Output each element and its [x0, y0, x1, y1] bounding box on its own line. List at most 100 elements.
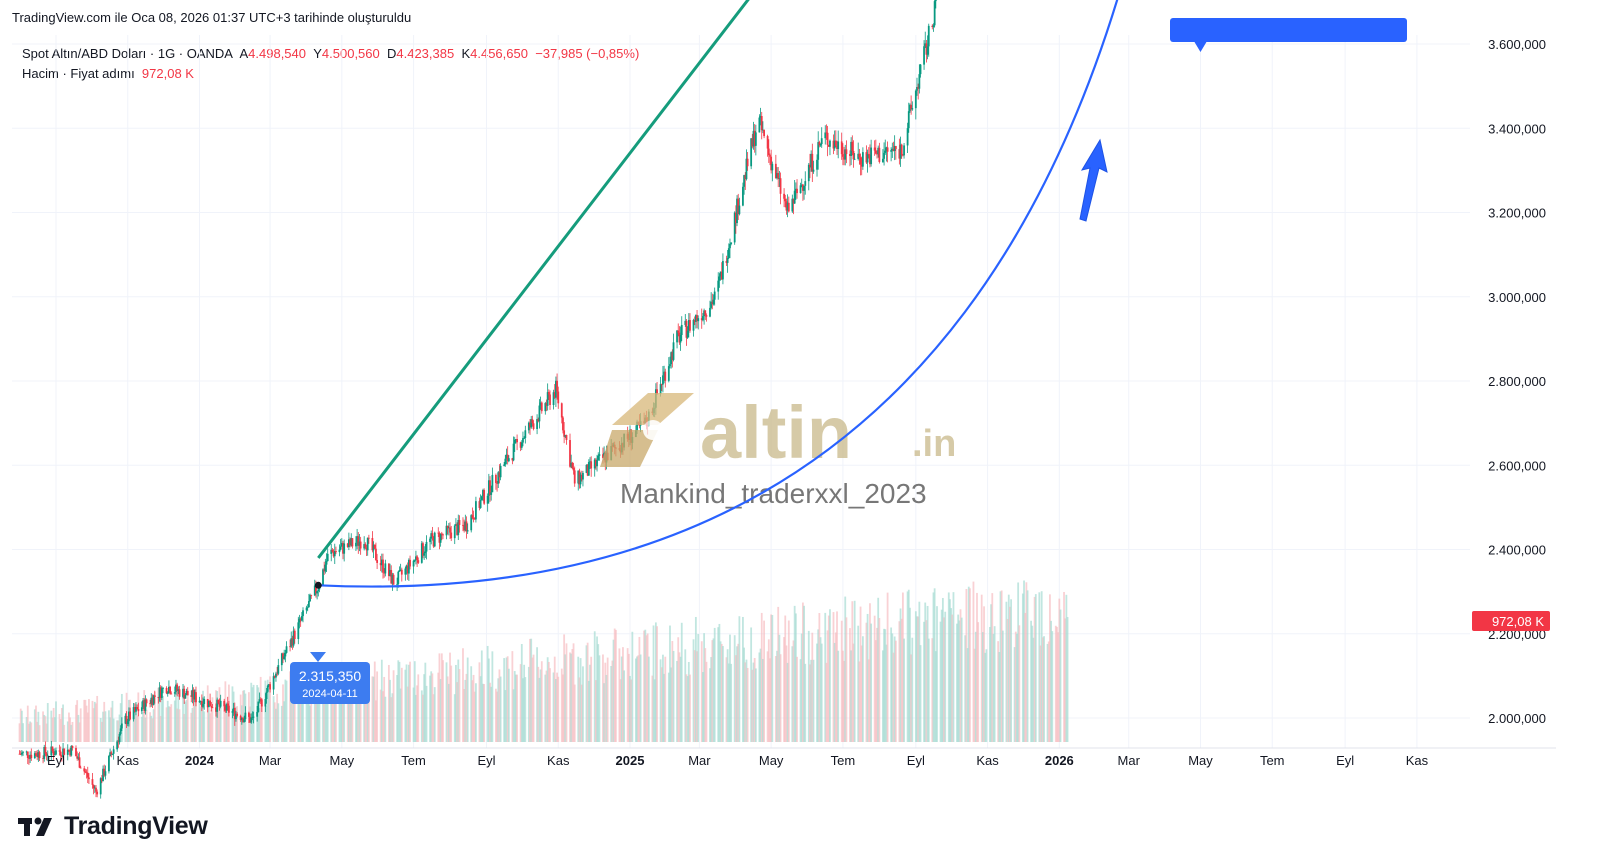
volume-bar [480, 650, 483, 742]
volume-bar [536, 647, 538, 742]
volume-bar [906, 591, 909, 742]
volume-bar [729, 634, 731, 742]
target-label-box[interactable] [1170, 18, 1407, 42]
close-label: K [461, 46, 471, 61]
volume-bar [786, 662, 789, 742]
candle-body [664, 371, 667, 381]
price-chart[interactable]: altin .in Mankind_traderxxl_2023 2.315,3… [0, 0, 1600, 800]
symbol-name[interactable]: Spot Altın/ABD Doları · 1G · OANDA [22, 46, 233, 61]
volume-bar [423, 674, 426, 742]
candle-body [424, 551, 427, 554]
candle [232, 702, 235, 716]
candle-body [711, 301, 714, 305]
volume-bar [620, 656, 623, 742]
volume-bar [726, 649, 729, 742]
volume-bar [420, 690, 423, 742]
time-tick-label: Tem [1260, 753, 1285, 768]
anchor-point[interactable] [314, 581, 322, 589]
candle-body [143, 700, 146, 711]
candle [416, 554, 419, 567]
candle-body [150, 697, 153, 704]
candle [332, 549, 335, 558]
volume-badge[interactable]: 972,08 K [1472, 611, 1550, 631]
time-axis[interactable]: Eyl Kas 2024 Mar May Tem Eyl Kas 2025 Mar May Tem Ey… [47, 753, 1429, 768]
volume-bar [941, 597, 944, 742]
candle-body [431, 533, 434, 537]
volume-bar [1043, 636, 1045, 742]
candle-body [785, 201, 788, 211]
candle-body [677, 330, 680, 333]
candle [564, 434, 567, 439]
volume-bar [663, 673, 666, 742]
volume-bar [983, 606, 985, 742]
volume-bar [440, 653, 443, 742]
candle [52, 748, 55, 760]
candle [664, 368, 667, 388]
volume-bar [1033, 596, 1036, 742]
volume-bar [442, 660, 444, 742]
candle [519, 441, 522, 452]
volume-bar [606, 657, 609, 742]
candle [339, 538, 342, 551]
candle [400, 567, 403, 582]
volume-bar [19, 708, 22, 742]
candle [796, 179, 798, 199]
change-value: −37,985 (−0,85%) [535, 46, 640, 61]
volume-bar [669, 625, 671, 742]
price-axis[interactable]: 5.200,0005.000,0004.800,0004.600,0004.40… [1472, 0, 1550, 726]
candle-body [562, 417, 564, 431]
candle-body [442, 534, 444, 536]
candle-body [299, 618, 302, 621]
tradingview-brand[interactable]: TradingView [18, 812, 208, 841]
candle [751, 133, 754, 149]
volume-bar [984, 652, 987, 742]
candle [590, 456, 593, 477]
candle [225, 703, 228, 713]
candle-body [285, 646, 288, 653]
volume-bar [926, 605, 929, 742]
candle [251, 711, 254, 721]
candle-body [569, 440, 571, 467]
volume-bar [554, 679, 557, 742]
candle [257, 701, 260, 713]
candle [547, 389, 550, 401]
candle-body [371, 537, 374, 551]
candle-body [186, 690, 189, 696]
candle [259, 697, 262, 704]
candle [103, 764, 106, 778]
candle-body [744, 175, 747, 180]
candle [33, 751, 36, 760]
volume-bar [733, 635, 736, 742]
candle [102, 765, 104, 782]
candle-body [678, 332, 681, 343]
candle [124, 713, 127, 725]
candle [495, 473, 497, 490]
candle [330, 544, 333, 562]
candle [515, 438, 517, 444]
volume-bar [26, 705, 29, 742]
candle-body [885, 147, 888, 151]
up-arrow-icon[interactable] [1079, 138, 1108, 222]
volume-bar [944, 611, 947, 742]
candle [26, 751, 29, 765]
volume-bar [198, 700, 201, 742]
volume-bar [596, 636, 598, 742]
candle-body [44, 746, 47, 754]
volume-label[interactable]: Hacim · Fiyat adımı [22, 66, 135, 81]
candle-body [787, 202, 790, 212]
candle [258, 692, 261, 704]
candle [511, 457, 514, 465]
candle-body [331, 549, 334, 552]
candle-body [892, 148, 895, 151]
candle-body [449, 527, 451, 533]
candle-body [927, 25, 930, 47]
candle-body [503, 464, 506, 466]
candle-body [893, 145, 896, 151]
target-curve[interactable] [318, 0, 1200, 588]
candle-body [877, 147, 880, 155]
candle-body [746, 158, 749, 167]
candle [277, 658, 280, 676]
trend-line[interactable] [317, 0, 1200, 559]
